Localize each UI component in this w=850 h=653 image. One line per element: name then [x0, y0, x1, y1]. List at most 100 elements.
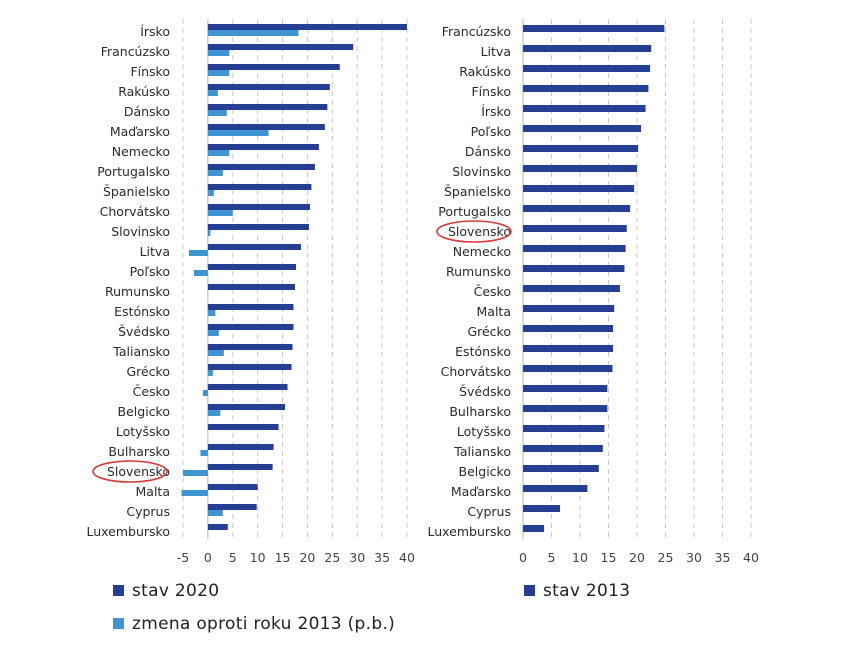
category-label-estonsko: Estónsko — [114, 304, 170, 319]
category-label-slovinsko: Slovinsko — [111, 224, 170, 239]
category-label-dansko: Dánsko — [465, 144, 511, 159]
bar-stav-2020-francuzsko — [207, 44, 354, 50]
bar-stav-2020-portugalsko — [207, 164, 315, 170]
bar-zmena-oproti-roku-2013-p-b--cyprus — [207, 510, 223, 516]
category-label-dansko: Dánsko — [124, 104, 170, 119]
bar-stav-2020-malta — [207, 484, 258, 490]
bar-stav-2013-rumunsko — [523, 265, 625, 272]
category-label-estonsko: Estónsko — [455, 344, 511, 359]
bar-stav-2013-dansko — [523, 145, 639, 152]
bar-stav-2020-spanielsko — [207, 184, 312, 190]
category-label-lotyssko: Lotyšsko — [116, 424, 170, 439]
bar-zmena-oproti-roku-2013-p-b--cesko — [202, 390, 208, 396]
bar-stav-2020-irsko — [207, 24, 407, 30]
bar-zmena-oproti-roku-2013-p-b--francuzsko — [207, 50, 230, 56]
bar-stav-2020-bulharsko — [207, 444, 274, 450]
x-tick-label: 30 — [686, 550, 702, 565]
highlight-ellipse-slovensko — [436, 220, 512, 243]
x-tick-label: 25 — [324, 550, 340, 565]
chart-right-2013: 0 5 10 15 20 25 30 35 40 Francúzsko Litva Rakúsko Fí… — [428, 19, 759, 565]
category-label-finsko: Fínsko — [130, 64, 170, 79]
x-tick-label: 25 — [658, 550, 674, 565]
bar-stav-2013-madarsko — [523, 485, 588, 492]
bar-stav-2020-madarsko — [207, 124, 325, 130]
bar-zmena-oproti-roku-2013-p-b--dansko — [207, 110, 227, 116]
category-label-spanielsko: Španielsko — [444, 184, 511, 199]
bar-stav-2020-estonsko — [207, 304, 294, 310]
chart-left-2020: -5 0 5 10 15 20 25 30 35 40 Írsko Francúzsko Fínsko R… — [87, 19, 415, 565]
legend: stav 2020 zmena oproti roku 2013 (p.b.) st… — [113, 581, 630, 634]
x-tick-label: 0 — [204, 550, 212, 565]
category-label-polsko: Poľsko — [130, 264, 170, 279]
bar-stav-2020-rakusko — [207, 84, 330, 90]
highlight-ellipse-slovensko — [92, 460, 168, 483]
x-tick-label: 30 — [349, 550, 365, 565]
bar-stav-2013-cesko — [523, 285, 620, 292]
x-tick-label: 15 — [275, 550, 291, 565]
category-label-belgicko: Belgicko — [459, 464, 511, 479]
category-label-nemecko: Nemecko — [112, 144, 170, 159]
bar-stav-2013-luxembursko — [523, 525, 545, 532]
bar-stav-2020-grecko — [207, 364, 292, 370]
category-label-slovinsko: Slovinsko — [452, 164, 511, 179]
bar-zmena-oproti-roku-2013-p-b--nemecko — [207, 150, 230, 156]
bar-stav-2020-luxembursko — [207, 524, 228, 530]
bar-stav-2013-taliansko — [523, 445, 603, 452]
category-label-spanielsko: Španielsko — [103, 184, 170, 199]
bar-stav-2013-portugalsko — [523, 205, 631, 212]
category-label-finsko: Fínsko — [471, 84, 511, 99]
bar-stav-2013-litva — [523, 45, 652, 52]
category-label-chorvatsko: Chorvátsko — [100, 204, 170, 219]
x-tick-label: 40 — [399, 550, 415, 565]
bar-zmena-oproti-roku-2013-p-b--rakusko — [207, 90, 218, 96]
category-label-taliansko: Taliansko — [453, 444, 511, 459]
legend-swatch-stav-2020 — [113, 585, 124, 596]
category-label-rumunsko: Rumunsko — [446, 264, 511, 279]
bar-zmena-oproti-roku-2013-p-b--slovensko — [183, 470, 208, 476]
category-label-svedsko: Švédsko — [118, 324, 170, 339]
category-label-cyprus: Cyprus — [467, 504, 511, 519]
bar-stav-2013-spanielsko — [523, 185, 635, 192]
category-label-grecko: Grécko — [467, 324, 511, 339]
legend-label-zmena-oproti-roku-2013-p-b-: zmena oproti roku 2013 (p.b.) — [132, 614, 395, 634]
bar-stav-2013-polsko — [523, 125, 641, 132]
category-label-francuzsko: Francúzsko — [442, 24, 511, 39]
bar-stav-2020-cesko — [207, 384, 288, 390]
bar-stav-2020-slovinsko — [207, 224, 309, 230]
bar-stav-2013-chorvatsko — [523, 365, 613, 372]
category-label-irsko: Írsko — [481, 104, 511, 119]
bar-stav-2013-lotyssko — [523, 425, 605, 432]
bar-zmena-oproti-roku-2013-p-b--finsko — [207, 70, 230, 76]
category-label-litva: Litva — [481, 44, 511, 59]
bar-zmena-oproti-roku-2013-p-b--grecko — [207, 370, 213, 376]
bar-zmena-oproti-roku-2013-p-b--chorvatsko — [207, 210, 233, 216]
bar-zmena-oproti-roku-2013-p-b--slovinsko — [207, 230, 211, 236]
category-label-nemecko: Nemecko — [453, 244, 511, 259]
x-tick-label: 10 — [572, 550, 588, 565]
category-label-irsko: Írsko — [140, 24, 170, 39]
category-label-cesko: Česko — [474, 284, 511, 299]
category-label-grecko: Grécko — [126, 364, 170, 379]
x-tick-label: 20 — [299, 550, 315, 565]
bar-stav-2013-finsko — [523, 85, 649, 92]
category-label-polsko: Poľsko — [471, 124, 511, 139]
bar-zmena-oproti-roku-2013-p-b--polsko — [193, 270, 208, 276]
category-label-cesko: Česko — [133, 384, 170, 399]
bar-stav-2020-slovensko — [207, 464, 273, 470]
bar-stav-2013-cyprus — [523, 505, 561, 512]
bar-stav-2020-litva — [207, 244, 301, 250]
x-tick-label: 35 — [374, 550, 390, 565]
x-tick-label: 35 — [715, 550, 731, 565]
bar-stav-2020-finsko — [207, 64, 340, 70]
x-tick-label: 10 — [250, 550, 266, 565]
bar-zmena-oproti-roku-2013-p-b--madarsko — [207, 130, 269, 136]
x-tick-label: 40 — [743, 550, 759, 565]
category-label-belgicko: Belgicko — [118, 404, 170, 419]
bar-stav-2013-francuzsko — [523, 25, 665, 32]
bar-zmena-oproti-roku-2013-p-b--svedsko — [207, 330, 219, 336]
category-label-malta: Malta — [477, 304, 511, 319]
x-tick-label: 0 — [519, 550, 527, 565]
bar-stav-2013-nemecko — [523, 245, 626, 252]
category-label-malta: Malta — [136, 484, 170, 499]
